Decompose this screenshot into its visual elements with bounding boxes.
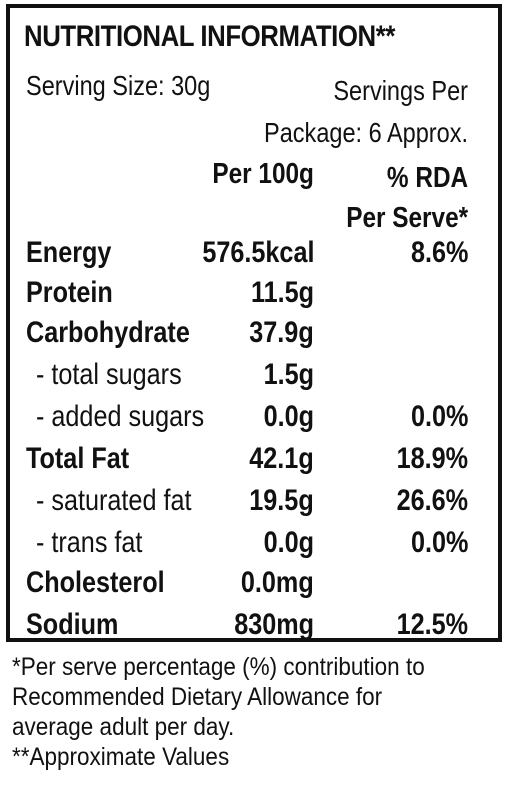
nutrient-label: Energy xyxy=(26,236,112,269)
footnote-line-3: average adult per day. xyxy=(12,713,235,741)
footnote-line-4: **Approximate Values xyxy=(12,743,230,771)
per-100g-value: 1.5g xyxy=(263,358,314,391)
nutrient-row-energy: Energy 576.5kcal 8.6% xyxy=(10,236,498,276)
per-100g-value: 0.0g xyxy=(263,400,314,433)
rda-value: 0.0% xyxy=(410,400,468,433)
rda-header-line-2: Per Serve* xyxy=(346,202,468,234)
per-100g-value: 19.5g xyxy=(249,484,314,517)
rda-value: 12.5% xyxy=(396,608,468,641)
servings-per-package: Servings Per Package: 6 Approx. xyxy=(250,70,468,154)
rda-value: 0.0% xyxy=(410,526,468,559)
nutrient-label: Total Fat xyxy=(26,442,130,475)
panel-title: NUTRITIONAL INFORMATION** xyxy=(24,20,395,53)
nutrient-row-sodium: Sodium 830mg 12.5% xyxy=(10,608,498,648)
nutrient-label: - added sugars xyxy=(36,400,205,433)
nutrient-row-added-sugars: - added sugars 0.0g 0.0% xyxy=(10,400,498,440)
nutrient-row-saturated-fat: - saturated fat 19.5g 26.6% xyxy=(10,484,498,524)
servings-per-package-line-1: Servings Per xyxy=(333,75,468,106)
nutrient-label: - saturated fat xyxy=(36,484,192,517)
per-100g-value: 0.0g xyxy=(263,526,314,559)
rda-value: 8.6% xyxy=(410,236,468,269)
rda-header: % RDA Per Serve* xyxy=(346,158,468,238)
per-100g-value: 576.5kcal xyxy=(201,236,314,269)
rda-value: 26.6% xyxy=(396,484,468,517)
nutrient-row-protein: Protein 11.5g xyxy=(10,276,498,316)
per-100g-value: 0.0mg xyxy=(241,566,314,599)
per-100g-value: 42.1g xyxy=(249,442,314,475)
footnote: *Per serve percentage (%) contribution t… xyxy=(12,652,462,772)
nutrient-label: Cholesterol xyxy=(26,566,165,599)
nutrient-label: Carbohydrate xyxy=(26,316,190,349)
nutrient-label: Protein xyxy=(26,276,113,309)
nutrient-label: - trans fat xyxy=(36,526,143,559)
servings-per-package-line-2: Package: 6 Approx. xyxy=(264,117,468,148)
per-100g-header: Per 100g xyxy=(212,158,314,190)
rda-header-line-1: % RDA xyxy=(386,162,468,194)
nutrition-panel: NUTRITIONAL INFORMATION** Serving Size: … xyxy=(6,4,502,642)
footnote-line-2: Recommended Dietary Allowance for xyxy=(12,683,383,711)
per-100g-value: 830mg xyxy=(234,608,314,641)
nutrient-label: - total sugars xyxy=(36,358,182,391)
nutrient-row-total-sugars: - total sugars 1.5g xyxy=(10,358,498,398)
nutrient-row-total-fat: Total Fat 42.1g 18.9% xyxy=(10,442,498,482)
footnote-line-1: *Per serve percentage (%) contribution t… xyxy=(12,653,425,681)
rda-value: 18.9% xyxy=(396,442,468,475)
serving-size: Serving Size: 30g xyxy=(26,70,211,101)
nutrient-row-carbohydrate: Carbohydrate 37.9g xyxy=(10,316,498,356)
nutrient-row-trans-fat: - trans fat 0.0g 0.0% xyxy=(10,526,498,566)
per-100g-value: 37.9g xyxy=(249,316,314,349)
nutrient-row-cholesterol: Cholesterol 0.0mg xyxy=(10,566,498,606)
nutrient-label: Sodium xyxy=(26,608,119,641)
per-100g-value: 11.5g xyxy=(250,276,314,309)
